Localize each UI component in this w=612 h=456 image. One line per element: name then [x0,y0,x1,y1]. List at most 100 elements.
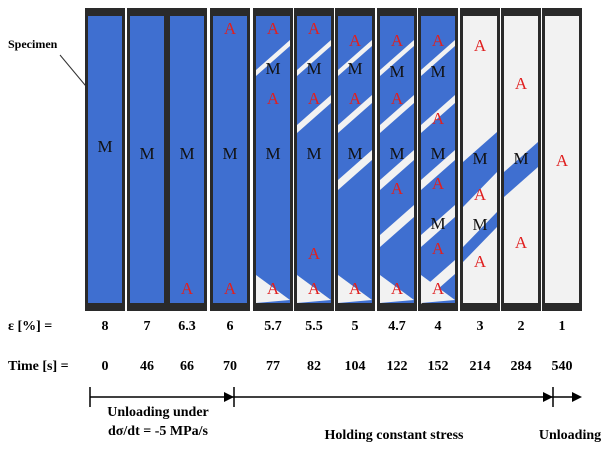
phase-letter: A [181,279,194,298]
austenite-band [380,275,414,303]
time-value: 540 [552,359,573,374]
phase-label: dσ/dt = -5 MPa/s [108,424,209,439]
austenite-band [338,95,372,133]
phase-letter: M [389,62,404,81]
strain-value: 4 [435,319,442,334]
strain-value: 5.7 [264,319,282,334]
phase-label: Unloading [539,428,601,443]
time-value: 66 [180,359,194,374]
phase-letter: A [224,19,237,38]
phase-letter: A [391,31,404,50]
phase-letter: M [139,144,154,163]
strain-value: 6 [227,319,234,334]
austenite-band [256,275,290,303]
phase-letter: M [472,215,487,234]
phase-letter: A [515,74,528,93]
time-value: 152 [428,359,449,374]
austenite-band [297,95,331,133]
strip [130,16,164,303]
strip [545,16,579,303]
austenite-band [338,150,372,190]
phase-letter: A [391,89,404,108]
austenite-band [421,205,455,247]
phase-letter: A [308,244,321,263]
phase-letter: M [179,144,194,163]
phase-letter: M [513,149,528,168]
phase-letter: A [349,89,362,108]
phase-letter: A [391,179,404,198]
martensite-band [504,142,538,197]
phase-letter: A [267,279,280,298]
phase-letter: M [306,144,321,163]
austenite-band [421,150,455,190]
strain-value: 8 [102,319,109,334]
martensite-band [463,132,497,207]
phase-letter: A [432,109,445,128]
strain-value: 3 [477,319,484,334]
strip [297,16,331,303]
austenite-band [421,40,455,76]
strain-value: 6.3 [178,319,196,334]
phase-letter: A [391,279,404,298]
austenite-band [338,275,372,303]
strip [213,16,247,303]
austenite-band [297,40,331,76]
time-value: 77 [266,359,280,374]
austenite-band [421,275,455,303]
phase-letter: A [474,36,487,55]
phase-letter: M [347,59,362,78]
phase-letter: M [430,214,445,233]
strip [170,16,204,303]
phase-letter: M [472,149,487,168]
time-value: 284 [511,359,532,374]
strip [88,16,122,303]
phase-letter: M [347,144,362,163]
phase-letter: A [432,174,445,193]
martensite-band [463,212,497,262]
phase-letter: A [474,252,487,271]
austenite-band [338,40,372,76]
strain-value: 7 [144,319,151,334]
time-value: 46 [140,359,154,374]
phase-letter: A [432,239,445,258]
austenite-band [380,40,414,76]
phase-letter: A [556,151,569,170]
phase-letter: M [222,144,237,163]
strain-value: 1 [559,319,566,334]
phase-letter: A [308,89,321,108]
time-row-label: Time [s] = [8,359,69,374]
phase-letter: A [349,31,362,50]
phase-label: Holding constant stress [325,428,465,443]
timeline-arrows [224,392,582,402]
austenite-band [380,150,414,190]
austenite-band [421,95,455,133]
strain-row-label: ε [%] = [8,319,52,334]
phase-letter: A [308,279,321,298]
phase-letter: M [430,144,445,163]
phase-letter: A [267,89,280,108]
phase-letter: A [432,279,445,298]
strain-value: 4.7 [388,319,406,334]
phase-letter: M [430,62,445,81]
specimen-label: Specimen [8,37,58,51]
austenite-band [380,205,414,247]
strain-value: 5.5 [305,319,323,334]
austenite-band [297,275,331,303]
phase-letter: M [265,144,280,163]
phase-letter: M [306,59,321,78]
phase-letter: A [515,233,528,252]
phase-letter: M [265,59,280,78]
time-value: 70 [223,359,237,374]
phase-letter: M [389,144,404,163]
time-value: 0 [102,359,109,374]
timeline [89,387,580,407]
phase-letter: A [432,31,445,50]
phase-label: Unloading under [107,405,209,420]
time-value: 82 [307,359,321,374]
strip [256,16,290,303]
time-value: 122 [387,359,408,374]
phase-letter: A [308,19,321,38]
phase-letter: M [97,137,112,156]
austenite-band [380,95,414,133]
